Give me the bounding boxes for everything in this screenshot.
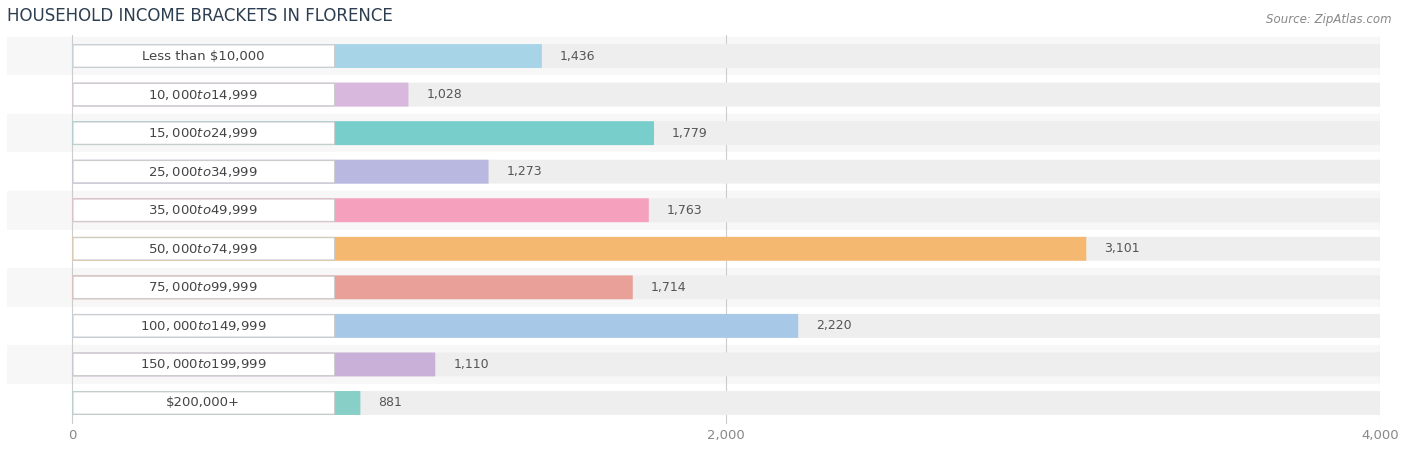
FancyBboxPatch shape xyxy=(72,352,1381,376)
FancyBboxPatch shape xyxy=(73,199,335,221)
Bar xyxy=(7,345,1381,384)
FancyBboxPatch shape xyxy=(72,44,1381,68)
Text: 881: 881 xyxy=(378,396,402,409)
Text: 1,028: 1,028 xyxy=(426,88,463,101)
FancyBboxPatch shape xyxy=(73,238,335,260)
Text: 1,779: 1,779 xyxy=(672,127,707,140)
Text: $35,000 to $49,999: $35,000 to $49,999 xyxy=(148,203,257,217)
Bar xyxy=(7,229,1381,268)
FancyBboxPatch shape xyxy=(72,121,1381,145)
FancyBboxPatch shape xyxy=(72,237,1381,261)
FancyBboxPatch shape xyxy=(72,275,633,299)
FancyBboxPatch shape xyxy=(73,276,335,299)
Text: $25,000 to $34,999: $25,000 to $34,999 xyxy=(148,165,257,179)
FancyBboxPatch shape xyxy=(72,160,488,184)
Bar xyxy=(7,75,1381,114)
Text: Source: ZipAtlas.com: Source: ZipAtlas.com xyxy=(1267,13,1392,26)
Text: $200,000+: $200,000+ xyxy=(166,396,240,409)
Text: Less than $10,000: Less than $10,000 xyxy=(142,49,264,62)
FancyBboxPatch shape xyxy=(72,198,648,222)
FancyBboxPatch shape xyxy=(73,353,335,376)
Text: 2,220: 2,220 xyxy=(817,319,852,332)
Text: $10,000 to $14,999: $10,000 to $14,999 xyxy=(148,88,257,101)
Bar xyxy=(7,268,1381,307)
FancyBboxPatch shape xyxy=(72,391,360,415)
Text: 1,436: 1,436 xyxy=(560,49,595,62)
FancyBboxPatch shape xyxy=(72,314,1381,338)
FancyBboxPatch shape xyxy=(73,122,335,144)
FancyBboxPatch shape xyxy=(72,44,541,68)
Text: 3,101: 3,101 xyxy=(1104,242,1140,255)
Bar xyxy=(7,307,1381,345)
FancyBboxPatch shape xyxy=(72,160,1381,184)
FancyBboxPatch shape xyxy=(72,83,409,106)
Text: HOUSEHOLD INCOME BRACKETS IN FLORENCE: HOUSEHOLD INCOME BRACKETS IN FLORENCE xyxy=(7,7,392,25)
FancyBboxPatch shape xyxy=(72,237,1087,261)
FancyBboxPatch shape xyxy=(72,391,1381,415)
Text: 1,714: 1,714 xyxy=(651,281,686,294)
FancyBboxPatch shape xyxy=(73,392,335,414)
Text: 1,273: 1,273 xyxy=(506,165,543,178)
FancyBboxPatch shape xyxy=(72,121,654,145)
FancyBboxPatch shape xyxy=(73,160,335,183)
FancyBboxPatch shape xyxy=(73,315,335,337)
Bar xyxy=(7,37,1381,75)
Text: 1,110: 1,110 xyxy=(453,358,489,371)
Bar xyxy=(7,384,1381,422)
Text: $150,000 to $199,999: $150,000 to $199,999 xyxy=(139,357,266,371)
FancyBboxPatch shape xyxy=(72,275,1381,299)
FancyBboxPatch shape xyxy=(72,83,1381,106)
Text: $100,000 to $149,999: $100,000 to $149,999 xyxy=(139,319,266,333)
FancyBboxPatch shape xyxy=(73,84,335,106)
Bar xyxy=(7,152,1381,191)
Text: 1,763: 1,763 xyxy=(666,204,703,217)
FancyBboxPatch shape xyxy=(72,198,1381,222)
Text: $15,000 to $24,999: $15,000 to $24,999 xyxy=(148,126,257,140)
FancyBboxPatch shape xyxy=(72,352,436,376)
FancyBboxPatch shape xyxy=(73,45,335,67)
Text: $50,000 to $74,999: $50,000 to $74,999 xyxy=(148,242,257,256)
Bar xyxy=(7,114,1381,152)
Bar xyxy=(7,191,1381,229)
FancyBboxPatch shape xyxy=(72,314,799,338)
Text: $75,000 to $99,999: $75,000 to $99,999 xyxy=(148,280,257,295)
